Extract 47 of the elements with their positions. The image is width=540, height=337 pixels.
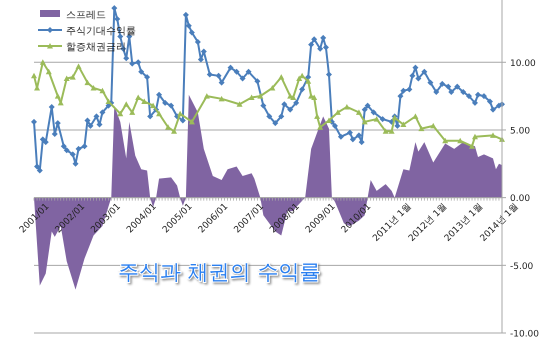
point [296,76,302,82]
point [382,128,389,134]
point [40,59,46,65]
point [64,76,70,82]
point [141,98,148,104]
point [362,118,368,124]
point [278,74,284,80]
point [388,128,395,134]
point [76,63,82,69]
point [204,93,210,99]
point [123,101,130,107]
point [374,116,380,122]
y-tick-label: -5.00 [510,262,534,272]
point [356,109,362,115]
point [305,78,312,84]
point [171,128,178,134]
text: 주식과 채권의 수익률 [118,260,320,284]
point [54,93,61,99]
point [457,138,464,144]
point [257,93,264,99]
point [129,109,136,115]
legend-label: 스프레드 [66,10,106,21]
point [156,110,162,116]
point [188,118,195,124]
point [469,143,476,149]
point [150,102,156,108]
point [430,122,436,128]
point [31,72,37,78]
point [490,132,496,138]
y-tick-label: -10.00 [510,330,540,337]
y-tick-label: 0.00 [510,194,530,204]
y-tick-label: 5.00 [510,126,530,136]
point [248,94,255,100]
point [317,124,324,130]
point [46,68,52,74]
point [70,74,76,80]
y-tick-label: 10.00 [510,58,536,69]
point [472,134,478,140]
point [400,122,406,128]
point [442,138,448,144]
point [117,110,124,116]
point [236,101,243,107]
point [90,84,97,90]
point [218,96,225,102]
point [311,94,318,100]
point [99,88,106,94]
point [418,126,424,132]
